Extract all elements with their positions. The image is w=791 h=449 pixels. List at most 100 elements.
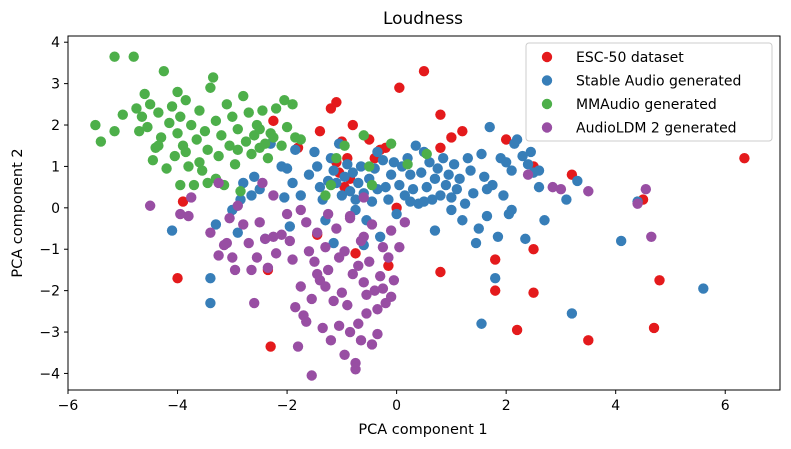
point-stable-audio-generated xyxy=(391,208,402,220)
x-tick-label: 0 xyxy=(392,398,401,414)
point-stable-audio-generated xyxy=(246,190,257,201)
point-esc-50-dataset xyxy=(314,126,326,137)
point-mmaudio-generated xyxy=(175,179,186,191)
point-mmaudio-generated xyxy=(199,126,211,137)
point-stable-audio-generated xyxy=(421,181,432,193)
point-audioldm-2-generated xyxy=(227,252,238,263)
point-mmaudio-generated xyxy=(175,111,186,122)
point-audioldm-2-generated xyxy=(295,281,306,292)
point-audioldm-2-generated xyxy=(339,246,350,257)
point-mmaudio-generated xyxy=(421,148,432,160)
point-stable-audio-generated xyxy=(473,223,484,234)
point-stable-audio-generated xyxy=(476,148,487,160)
points-layer xyxy=(90,51,750,381)
point-stable-audio-generated xyxy=(525,146,536,158)
point-stable-audio-generated xyxy=(166,225,178,236)
point-stable-audio-generated xyxy=(561,194,572,205)
point-mmaudio-generated xyxy=(325,179,337,191)
legend-marker-audioldm-2-generated xyxy=(541,122,553,133)
point-mmaudio-generated xyxy=(183,161,194,172)
point-stable-audio-generated xyxy=(566,308,578,319)
point-esc-50-dataset xyxy=(490,285,501,296)
point-audioldm-2-generated xyxy=(320,241,331,253)
point-stable-audio-generated xyxy=(520,233,531,245)
point-esc-50-dataset xyxy=(739,152,750,164)
point-audioldm-2-generated xyxy=(547,181,558,193)
point-audioldm-2-generated xyxy=(322,208,334,220)
point-audioldm-2-generated xyxy=(385,291,397,303)
point-mmaudio-generated xyxy=(180,146,191,158)
point-audioldm-2-generated xyxy=(257,177,268,189)
point-audioldm-2-generated xyxy=(331,223,342,234)
point-mmaudio-generated xyxy=(164,117,175,129)
point-stable-audio-generated xyxy=(295,190,306,201)
point-mmaudio-generated xyxy=(144,99,156,110)
point-stable-audio-generated xyxy=(205,297,216,309)
point-audioldm-2-generated xyxy=(366,219,378,230)
legend-label-audioldm-2-generated: AudioLDM 2 generated xyxy=(576,121,737,137)
point-stable-audio-generated xyxy=(405,169,416,180)
point-esc-50-dataset xyxy=(172,273,183,284)
point-stable-audio-generated xyxy=(342,159,353,170)
point-stable-audio-generated xyxy=(350,194,361,205)
point-stable-audio-generated xyxy=(383,194,394,205)
point-stable-audio-generated xyxy=(366,196,378,207)
point-stable-audio-generated xyxy=(432,163,443,174)
point-mmaudio-generated xyxy=(153,107,164,118)
point-mmaudio-generated xyxy=(166,101,178,112)
point-mmaudio-generated xyxy=(147,155,159,166)
point-audioldm-2-generated xyxy=(388,275,400,286)
point-mmaudio-generated xyxy=(229,159,241,170)
point-stable-audio-generated xyxy=(287,177,298,189)
point-audioldm-2-generated xyxy=(522,169,534,180)
point-audioldm-2-generated xyxy=(646,231,657,243)
y-tick-label: −2 xyxy=(39,284,60,300)
point-mmaudio-generated xyxy=(207,72,219,83)
point-audioldm-2-generated xyxy=(361,289,372,300)
point-mmaudio-generated xyxy=(205,82,216,93)
point-stable-audio-generated xyxy=(572,175,583,187)
point-esc-50-dataset xyxy=(347,119,358,131)
point-stable-audio-generated xyxy=(344,186,356,197)
point-stable-audio-generated xyxy=(407,183,419,195)
point-stable-audio-generated xyxy=(615,235,627,247)
point-mmaudio-generated xyxy=(117,109,128,120)
point-audioldm-2-generated xyxy=(394,241,405,253)
point-stable-audio-generated xyxy=(339,171,350,182)
point-mmaudio-generated xyxy=(270,103,282,114)
point-mmaudio-generated xyxy=(202,144,213,156)
x-tick-label: 6 xyxy=(721,398,730,414)
point-mmaudio-generated xyxy=(169,150,180,162)
point-mmaudio-generated xyxy=(128,51,139,62)
point-audioldm-2-generated xyxy=(339,349,350,361)
point-mmaudio-generated xyxy=(227,111,238,122)
point-mmaudio-generated xyxy=(155,132,167,143)
point-stable-audio-generated xyxy=(506,165,517,176)
x-tick-label: −6 xyxy=(58,398,79,414)
legend-marker-mmaudio-generated xyxy=(541,98,553,110)
point-mmaudio-generated xyxy=(131,103,142,114)
point-stable-audio-generated xyxy=(448,159,460,170)
point-mmaudio-generated xyxy=(331,152,342,164)
point-mmaudio-generated xyxy=(366,179,378,191)
x-tick-label: 2 xyxy=(502,398,511,414)
point-esc-50-dataset xyxy=(528,287,539,298)
point-mmaudio-generated xyxy=(194,105,205,116)
point-esc-50-dataset xyxy=(500,134,512,145)
point-audioldm-2-generated xyxy=(358,192,369,203)
point-audioldm-2-generated xyxy=(328,295,339,307)
point-audioldm-2-generated xyxy=(377,283,389,294)
x-tick-label: −4 xyxy=(167,398,188,414)
point-stable-audio-generated xyxy=(427,194,438,205)
point-audioldm-2-generated xyxy=(325,335,337,346)
point-mmaudio-generated xyxy=(180,94,191,106)
point-stable-audio-generated xyxy=(388,157,400,168)
point-audioldm-2-generated xyxy=(205,227,216,238)
point-esc-50-dataset xyxy=(648,322,660,334)
point-stable-audio-generated xyxy=(385,169,397,180)
point-audioldm-2-generated xyxy=(303,246,315,257)
point-stable-audio-generated xyxy=(443,169,454,180)
point-mmaudio-generated xyxy=(139,88,150,100)
point-stable-audio-generated xyxy=(492,231,504,243)
